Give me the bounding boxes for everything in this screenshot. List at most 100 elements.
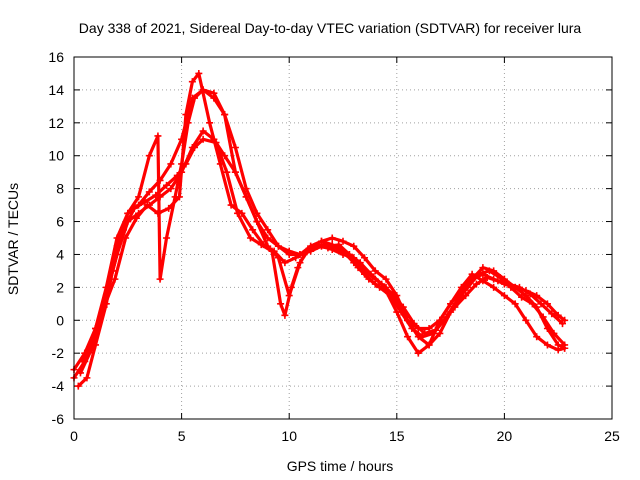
- data-point: [345, 250, 353, 258]
- data-point: [522, 292, 530, 300]
- data-point: [281, 311, 289, 319]
- data-point: [74, 382, 82, 390]
- data-point: [167, 160, 175, 168]
- y-tick-label: 2: [56, 279, 64, 295]
- data-point: [507, 283, 515, 291]
- plot-frame: [73, 56, 613, 420]
- data-point: [464, 283, 472, 291]
- tick-labels: 0 5 10 15 20 25 -6 -4 -2 0 2 4 6 8 10 12 14 16: [48, 49, 620, 444]
- data-point: [274, 242, 282, 250]
- data-point: [447, 300, 455, 308]
- data-point: [221, 111, 229, 119]
- data-point: [143, 201, 151, 209]
- data-point: [554, 346, 562, 354]
- data-point: [432, 326, 440, 334]
- data-point: [79, 357, 87, 365]
- y-tick-label: 0: [56, 312, 64, 328]
- data-point: [533, 333, 541, 341]
- data-point: [511, 300, 519, 308]
- data-point: [156, 275, 164, 283]
- data-point: [528, 300, 536, 308]
- data-point: [188, 78, 196, 86]
- data-point: [354, 264, 362, 272]
- data-point: [199, 127, 207, 135]
- data-point: [397, 308, 405, 316]
- y-tick-label: 6: [56, 214, 64, 230]
- data-point: [548, 310, 556, 318]
- data-point: [371, 267, 379, 275]
- data-point: [361, 254, 369, 262]
- data-point: [216, 160, 224, 168]
- data-point: [475, 270, 483, 278]
- data-point: [436, 329, 444, 337]
- x-tick-label: 25: [604, 428, 620, 444]
- data-point: [292, 254, 300, 262]
- y-tick-label: -6: [52, 411, 65, 427]
- data-point: [182, 111, 190, 119]
- data-point: [539, 313, 547, 321]
- y-tick-label: 10: [48, 148, 64, 164]
- data-point: [135, 193, 143, 201]
- data-point: [246, 234, 254, 242]
- data-point: [270, 247, 278, 255]
- x-tick-label: 15: [389, 428, 405, 444]
- y-tick-label: 16: [48, 49, 64, 65]
- data-point: [264, 226, 272, 234]
- data-point: [324, 244, 332, 252]
- data-point: [175, 193, 183, 201]
- data-point: [543, 300, 551, 308]
- data-point: [496, 273, 504, 281]
- data-point: [339, 237, 347, 245]
- data-point: [414, 349, 422, 357]
- data-point: [145, 188, 153, 196]
- data-point: [350, 242, 358, 250]
- data-point: [165, 204, 173, 212]
- data-point: [382, 275, 390, 283]
- data-point: [195, 69, 203, 77]
- data-point: [231, 144, 239, 151]
- data-point: [109, 267, 117, 275]
- data-point: [277, 300, 285, 308]
- data-point: [210, 89, 218, 97]
- data-point: [302, 247, 310, 255]
- data-point: [163, 181, 171, 189]
- data-point: [227, 201, 235, 209]
- data-point: [253, 218, 261, 226]
- data-point: [543, 341, 551, 349]
- data-point: [259, 241, 267, 249]
- data-point: [281, 259, 289, 267]
- data-point: [490, 283, 498, 291]
- data-point: [152, 191, 160, 199]
- data-point: [199, 135, 207, 143]
- y-tick-label: 8: [56, 181, 64, 197]
- data-point: [408, 325, 416, 332]
- data-point: [522, 316, 530, 324]
- data-point: [468, 270, 476, 278]
- data-point: [485, 267, 493, 275]
- data-point: [223, 168, 231, 176]
- data-point: [365, 275, 373, 283]
- data-point: [526, 290, 534, 298]
- series-track-5: [79, 69, 569, 365]
- data-point: [294, 264, 302, 272]
- data-point: [287, 283, 295, 291]
- data-point: [313, 242, 321, 250]
- data-point: [242, 193, 250, 201]
- data-point: [472, 280, 480, 288]
- y-tick-label: 14: [48, 82, 64, 98]
- data-point: [518, 293, 526, 301]
- data-point: [421, 329, 429, 337]
- data-point: [399, 303, 407, 311]
- data-point: [515, 283, 523, 291]
- data-point: [238, 209, 246, 217]
- data-point: [132, 214, 140, 222]
- data-point: [410, 320, 418, 328]
- data-point: [453, 297, 461, 305]
- y-axis-label: SDTVAR / TECUs: [5, 183, 21, 295]
- data-point: [191, 94, 199, 102]
- data-point: [191, 144, 199, 151]
- data-point: [249, 226, 257, 234]
- data-point: [119, 226, 127, 234]
